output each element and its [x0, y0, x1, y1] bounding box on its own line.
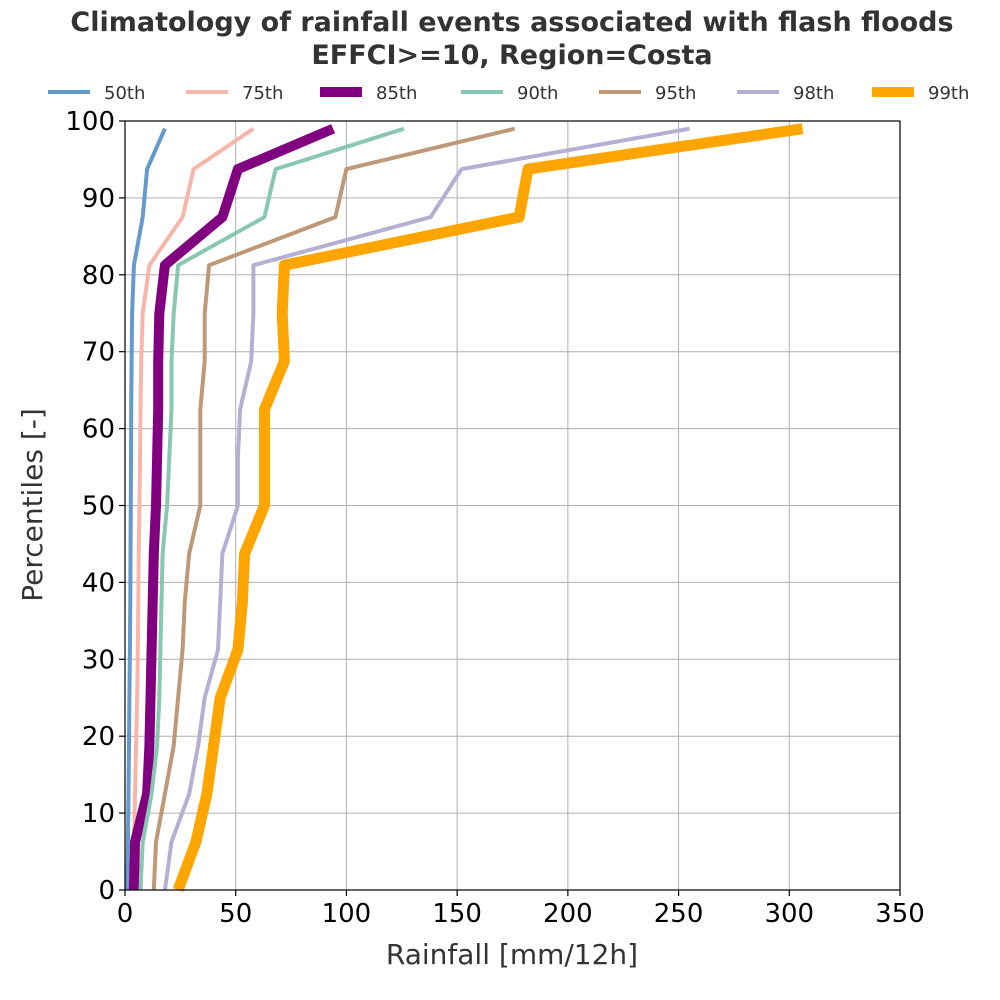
y-tick-label: 30 [82, 645, 115, 675]
grid-lines [124, 120, 901, 891]
y-tick-label: 100 [65, 107, 115, 137]
legend-label-85th: 85th [376, 83, 417, 104]
y-tick-label: 50 [82, 492, 115, 522]
legend: 50th 75th 85th 90th 95th 98th 99th [48, 83, 969, 104]
y-tick-label: 10 [82, 799, 115, 829]
chart-title-line2: EFFCI>=10, Region=Costa [311, 40, 712, 71]
legend-label-99th: 99th [928, 83, 969, 104]
x-tick-label: 200 [543, 899, 593, 929]
y-tick-label: 80 [82, 261, 115, 291]
y-tick-label: 60 [82, 415, 115, 445]
series-line-75th [129, 127, 255, 891]
legend-label-90th: 90th [517, 83, 558, 104]
x-tick-label: 0 [117, 899, 134, 929]
series-line-95th [151, 126, 516, 891]
legend-label-50th: 50th [104, 83, 145, 104]
y-tick-label: 40 [82, 568, 115, 598]
series-line-98th [162, 126, 690, 891]
x-tick-label: 100 [322, 899, 372, 929]
x-axis: 0 50 100 150 200 250 300 350 [117, 890, 925, 929]
series-line-50th [125, 127, 167, 891]
x-tick-label: 300 [764, 899, 814, 929]
y-tick-label: 0 [98, 876, 115, 906]
x-tick-label: 250 [654, 899, 704, 929]
legend-label-95th: 95th [655, 83, 696, 104]
y-tick-label: 70 [82, 338, 115, 368]
x-tick-label: 50 [219, 899, 252, 929]
x-tick-label: 350 [875, 899, 925, 929]
y-axis-label: Percentiles [-] [16, 408, 49, 602]
plot-area [125, 123, 804, 892]
series-line-99th [172, 123, 804, 892]
series-line-85th [128, 124, 336, 891]
legend-label-75th: 75th [242, 83, 283, 104]
chart-title-line1: Climatology of rainfall events associate… [70, 7, 953, 38]
y-tick-label: 20 [82, 722, 115, 752]
x-tick-label: 150 [432, 899, 482, 929]
y-tick-label: 90 [82, 184, 115, 214]
legend-label-98th: 98th [793, 83, 834, 104]
y-axis: 0 10 20 30 40 50 60 70 80 90 100 [65, 107, 125, 906]
x-axis-label: Rainfall [mm/12h] [386, 938, 638, 971]
series-line-90th [138, 126, 405, 891]
